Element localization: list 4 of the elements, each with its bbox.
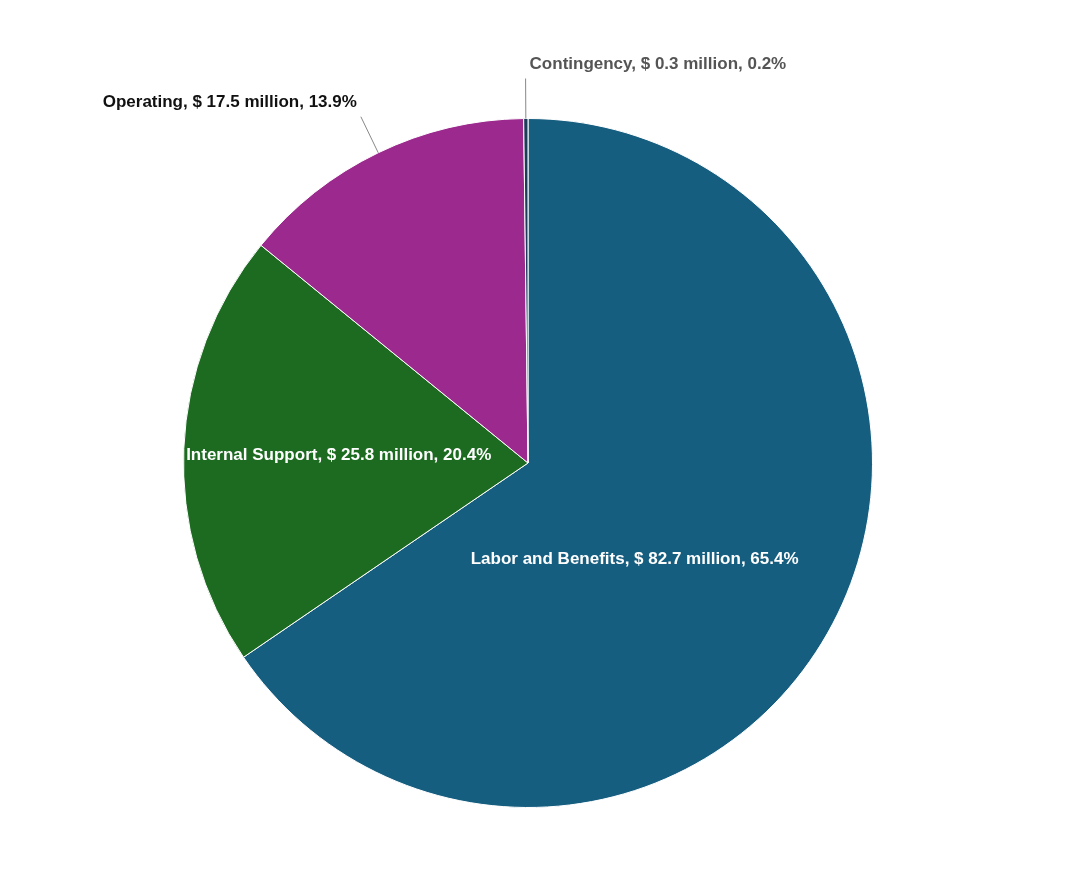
slice-label: Contingency, $ 0.3 million, 0.2%	[529, 54, 787, 74]
slice-label: Operating, $ 17.5 million, 13.9%	[102, 92, 357, 112]
slice-label: Labor and Benefits, $ 82.7 million, 65.4%	[470, 548, 799, 568]
slice-label: Internal Support, $ 25.8 million, 20.4%	[186, 444, 492, 464]
